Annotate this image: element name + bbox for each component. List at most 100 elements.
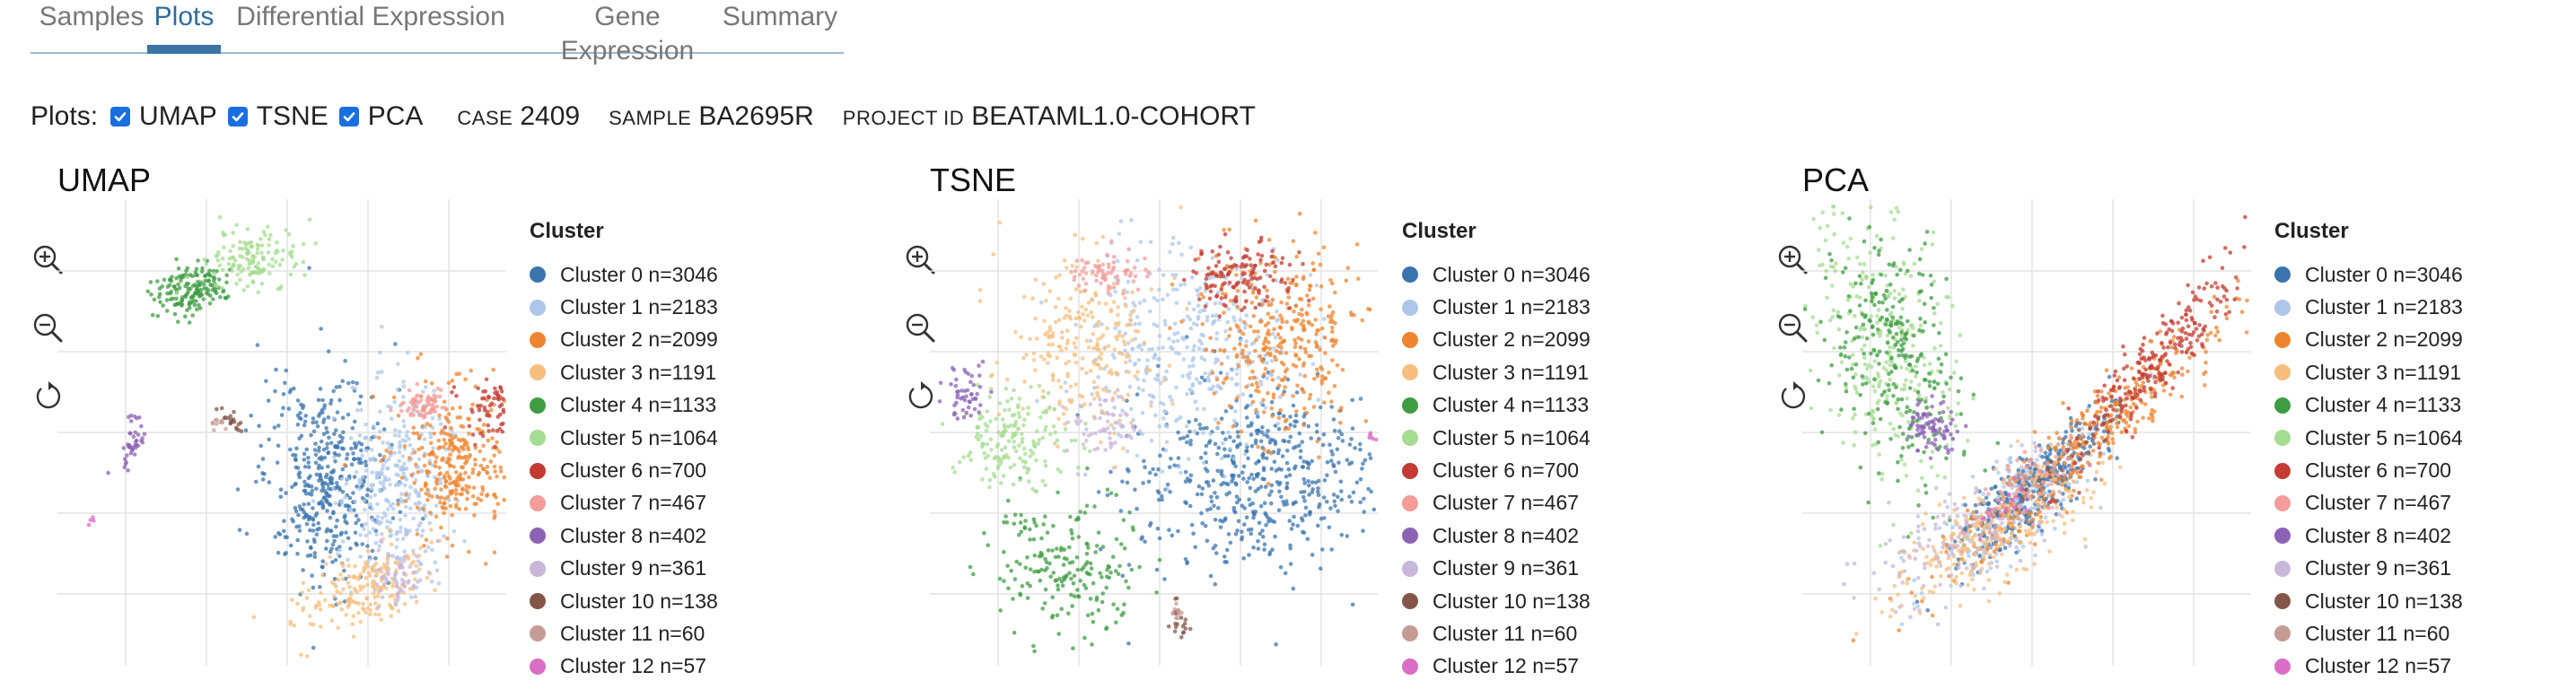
- tab-gene-expression[interactable]: Gene Expression: [560, 2, 695, 65]
- legend-item[interactable]: Cluster 9 n=361: [1402, 553, 1689, 585]
- tsne-checkbox[interactable]: [227, 107, 248, 127]
- data-point: [1123, 331, 1128, 336]
- legend-item[interactable]: Cluster 6 n=700: [1402, 454, 1689, 486]
- umap-scatter-plot[interactable]: [57, 199, 506, 666]
- data-point: [1825, 295, 1829, 301]
- data-point: [1283, 427, 1287, 432]
- legend-item[interactable]: Cluster 1 n=2183: [530, 291, 817, 323]
- legend-item[interactable]: Cluster 1 n=2183: [1402, 291, 1689, 323]
- data-point: [1079, 324, 1083, 329]
- data-point: [281, 392, 286, 397]
- data-point: [1191, 347, 1196, 353]
- pca-scatter-plot[interactable]: [1802, 199, 2251, 666]
- data-point: [991, 252, 995, 257]
- legend-item[interactable]: Cluster 12 n=57: [1402, 650, 1689, 683]
- data-point: [295, 423, 301, 427]
- data-point: [237, 246, 242, 251]
- data-point: [1362, 510, 1367, 514]
- data-point: [150, 312, 155, 318]
- legend-item[interactable]: Cluster 11 n=60: [1402, 617, 1689, 650]
- data-point: [983, 456, 988, 460]
- legend-item[interactable]: Cluster 5 n=1064: [1402, 422, 1689, 454]
- zoom-out-button[interactable]: [903, 310, 939, 346]
- tab-summary[interactable]: Summary: [722, 2, 838, 31]
- data-point: [468, 452, 472, 458]
- legend-item[interactable]: Cluster 9 n=361: [530, 553, 817, 585]
- legend-item[interactable]: Cluster 12 n=57: [530, 650, 817, 683]
- pca-checkbox[interactable]: [338, 107, 359, 127]
- data-point: [1140, 411, 1145, 415]
- legend-item[interactable]: Cluster 2 n=2099: [530, 324, 817, 356]
- data-point: [1080, 394, 1085, 399]
- legend-item[interactable]: Cluster 0 n=3046: [530, 258, 817, 291]
- data-point: [1047, 327, 1053, 333]
- legend-item[interactable]: Cluster 7 n=467: [1402, 487, 1689, 519]
- data-point: [1266, 238, 1272, 242]
- tsne-checkbox-label[interactable]: TSNE: [256, 101, 329, 131]
- legend-item[interactable]: Cluster 4 n=1133: [530, 389, 817, 422]
- legend-item[interactable]: Cluster 0 n=3046: [1402, 258, 1689, 291]
- umap-checkbox-label[interactable]: UMAP: [139, 101, 217, 131]
- data-point: [1143, 256, 1147, 261]
- legend-item[interactable]: Cluster 2 n=2099: [1402, 324, 1689, 356]
- data-point: [1263, 484, 1268, 489]
- reset-button[interactable]: [1775, 379, 1811, 414]
- data-point: [1139, 537, 1143, 541]
- reset-button[interactable]: [903, 379, 939, 414]
- data-point: [1214, 274, 1220, 279]
- data-point: [297, 528, 302, 533]
- data-point: [1205, 468, 1210, 474]
- data-point: [439, 525, 443, 530]
- data-point: [345, 452, 350, 457]
- data-point: [370, 548, 375, 554]
- data-point: [1891, 426, 1896, 432]
- data-point: [1857, 274, 1862, 278]
- data-point: [1086, 613, 1091, 618]
- data-point: [408, 400, 414, 405]
- data-point: [1002, 550, 1006, 554]
- legend-item[interactable]: Cluster 10 n=138: [1402, 585, 1689, 617]
- data-point: [1875, 353, 1879, 358]
- legend-item[interactable]: Cluster 8 n=402: [530, 519, 817, 552]
- data-point: [243, 246, 249, 251]
- tab-differential-expression[interactable]: Differential Expression: [236, 2, 505, 31]
- legend-item[interactable]: Cluster 5 n=1064: [530, 422, 817, 454]
- data-point: [337, 397, 342, 403]
- tab-plots[interactable]: Plots: [147, 0, 221, 54]
- data-point: [311, 429, 317, 434]
- legend-item[interactable]: Cluster 6 n=700: [530, 454, 817, 486]
- zoom-out-button[interactable]: [1775, 310, 1811, 346]
- data-point: [379, 617, 384, 623]
- data-point: [1314, 423, 1319, 428]
- case-value: 2409: [520, 101, 581, 131]
- legend-item[interactable]: Cluster 7 n=467: [530, 487, 817, 519]
- umap-checkbox[interactable]: [110, 107, 131, 127]
- data-point: [1228, 265, 1232, 269]
- data-point: [1215, 451, 1220, 457]
- zoom-out-button[interactable]: [31, 310, 66, 346]
- legend-item[interactable]: Cluster 3 n=1191: [530, 356, 817, 388]
- data-point: [1892, 288, 1897, 293]
- data-point: [1234, 266, 1240, 271]
- data-point: [1261, 451, 1266, 457]
- data-point: [211, 297, 215, 301]
- data-point: [1016, 411, 1021, 415]
- data-point: [315, 423, 320, 429]
- data-point: [1045, 330, 1050, 335]
- legend-item[interactable]: Cluster 11 n=60: [530, 617, 817, 650]
- pca-checkbox-label[interactable]: PCA: [367, 101, 424, 131]
- data-point: [330, 542, 336, 547]
- legend-item[interactable]: Cluster 4 n=1133: [1402, 389, 1689, 422]
- data-point: [1080, 257, 1084, 263]
- legend-item[interactable]: Cluster 10 n=138: [530, 585, 817, 617]
- legend-swatch: [530, 364, 546, 381]
- legend-item[interactable]: Cluster 8 n=402: [1402, 519, 1689, 552]
- tab-samples[interactable]: Samples: [39, 2, 145, 31]
- legend-item[interactable]: Cluster 3 n=1191: [1402, 356, 1689, 388]
- data-point: [1911, 415, 1916, 420]
- tsne-scatter-plot[interactable]: [930, 199, 1379, 666]
- data-point: [328, 528, 333, 534]
- data-point: [1273, 336, 1278, 340]
- reset-button[interactable]: [31, 379, 66, 414]
- data-point: [501, 397, 505, 401]
